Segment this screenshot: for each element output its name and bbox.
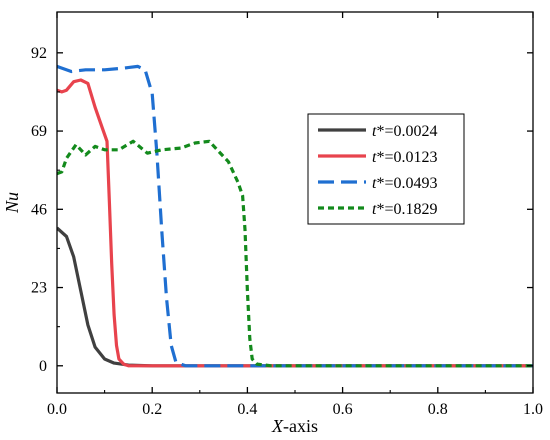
- series-line-3: [57, 64, 533, 368]
- legend-box: [307, 113, 465, 225]
- legend-label-4: t*=0.1829: [372, 201, 437, 218]
- legend-label-3: t*=0.0493: [372, 175, 437, 192]
- y-tick-label: 23: [31, 280, 47, 297]
- series-line-4: [57, 139, 533, 368]
- legend-label-2: t*=0.0123: [372, 149, 437, 166]
- legend-label-1: t*=0.0024: [372, 123, 437, 140]
- x-tick-label: 1.0: [523, 401, 543, 418]
- series-line-1: [57, 226, 533, 368]
- y-tick-label: 69: [31, 123, 47, 140]
- plot-area: [57, 64, 533, 368]
- x-tick-label: 0.6: [333, 401, 353, 418]
- axes: 0.0 0.2 0.4 0.6 0.8 1.0 0 23 46 69 92 X-axis Nu: [2, 11, 543, 436]
- y-tick-label: 46: [31, 201, 47, 218]
- x-tick-label: 0.2: [142, 401, 162, 418]
- x-tick-label: 0.4: [237, 401, 257, 418]
- legend: t*=0.0024 t*=0.0123 t*=0.0493 t*=0.1829: [307, 113, 465, 225]
- y-tick-label: 92: [31, 45, 47, 62]
- y-tick-label: 0: [39, 358, 47, 375]
- series-line-2: [57, 78, 533, 368]
- y-axis-title: Nu: [2, 192, 22, 214]
- x-tick-label: 0.8: [428, 401, 448, 418]
- x-tick-label: 0.0: [47, 401, 67, 418]
- x-axis-title: X-axis: [271, 416, 318, 436]
